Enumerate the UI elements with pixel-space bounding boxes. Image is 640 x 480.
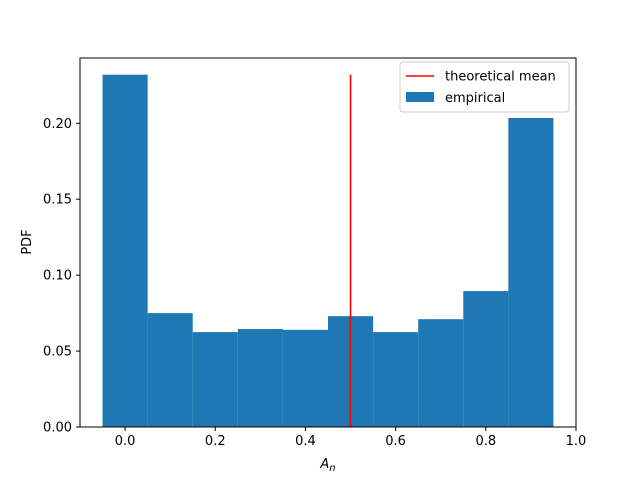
histogram-bar	[282, 329, 328, 427]
legend-box	[399, 61, 570, 113]
histogram-bar	[463, 291, 509, 427]
axes-spines	[79, 57, 577, 428]
y-tick-label: 0.05	[43, 345, 72, 360]
histogram-bar	[102, 74, 148, 427]
x-tick-label: 0.2	[205, 434, 226, 449]
x-tick-label: 0.0	[115, 434, 136, 449]
x-tick-label: 0.6	[385, 434, 406, 449]
legend-patch-swatch	[406, 92, 434, 102]
x-axis-label: An	[319, 457, 335, 474]
histogram-bar	[373, 332, 419, 427]
y-axis-label: PDF	[20, 229, 35, 254]
x-tick-label: 1.0	[566, 434, 587, 449]
y-tick-label: 0.20	[43, 117, 72, 132]
legend: theoretical mean empirical	[399, 61, 570, 113]
histogram-bar	[147, 313, 193, 427]
y-tick-label: 0.15	[43, 193, 72, 208]
legend-label-empirical: empirical	[445, 91, 505, 106]
axes-frame	[79, 57, 577, 428]
y-tick-label: 0.00	[43, 421, 72, 436]
x-tick-label: 0.8	[475, 434, 496, 449]
legend-label-theoretical-mean: theoretical mean	[445, 70, 556, 85]
histogram-bar	[192, 332, 238, 427]
histogram-bar	[508, 117, 554, 428]
x-axis-ticks: 0.0 0.2 0.4 0.6 0.8 1.0	[115, 427, 587, 449]
y-axis-ticks: 0.00 0.05 0.10 0.15 0.20	[43, 117, 80, 436]
y-tick-label: 0.10	[43, 269, 72, 284]
histogram-bar	[237, 329, 283, 427]
x-tick-label: 0.4	[295, 434, 316, 449]
histogram-bars	[102, 74, 554, 428]
histogram-bar	[418, 319, 464, 427]
